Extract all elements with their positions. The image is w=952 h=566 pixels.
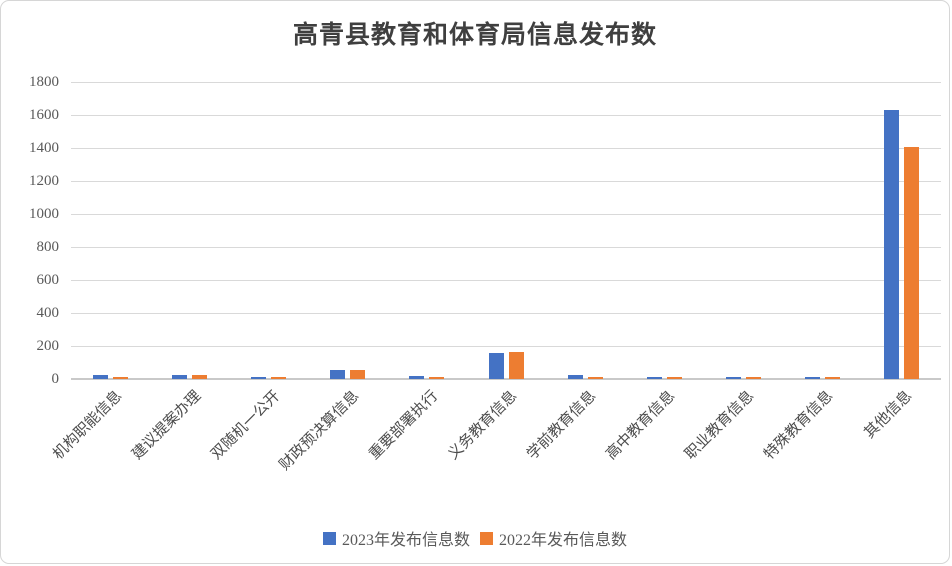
legend-label: 2022年发布信息数 xyxy=(499,532,628,549)
x-axis-category-label: 学前教育信息 xyxy=(524,388,600,463)
bar-2023年发布信息数 xyxy=(93,375,109,379)
y-axis-tick-label: 200 xyxy=(36,338,60,354)
y-axis-tick-label: 800 xyxy=(36,239,60,255)
bar-2023年发布信息数 xyxy=(646,376,662,379)
gridline xyxy=(71,312,941,314)
x-axis-category-label: 重要部署执行 xyxy=(366,388,442,463)
x-axis-category-label: 其他信息 xyxy=(862,388,916,442)
legend-swatch-icon xyxy=(322,531,336,545)
y-axis-tick-label: 400 xyxy=(36,305,60,321)
y-axis-tick-label: 1800 xyxy=(29,74,59,90)
x-axis-category-label: 高中教育信息 xyxy=(603,388,679,463)
legend-swatch-icon xyxy=(480,531,493,545)
gridline xyxy=(71,147,941,149)
bar-2023年发布信息数 xyxy=(725,377,741,379)
legend: 2023年发布信息数 2022年发布信息数 xyxy=(1,526,949,550)
bar-2023年发布信息数 xyxy=(567,375,583,379)
x-axis-category-label: 职业教育信息 xyxy=(682,388,758,463)
y-axis-tick-label: 0 xyxy=(51,371,60,387)
bar-2022年发布信息数 xyxy=(587,377,603,379)
bar-2022年发布信息数 xyxy=(429,376,445,379)
gridline xyxy=(71,345,941,347)
x-axis-category-label: 特殊教育信息 xyxy=(761,388,837,463)
bar-2023年发布信息数 xyxy=(804,377,820,379)
gridline xyxy=(71,213,941,215)
bar-2023年发布信息数 xyxy=(330,369,346,379)
x-axis-category-label: 机构职能信息 xyxy=(49,388,125,463)
legend-item-2022年发布信息数: 2022年发布信息数 xyxy=(480,526,627,550)
x-axis-category-label: 建议提案办理 xyxy=(128,388,204,463)
bar-2023年发布信息数 xyxy=(488,352,504,379)
y-axis-tick-label: 1200 xyxy=(29,173,59,189)
bar-2023年发布信息数 xyxy=(883,110,899,379)
gridline xyxy=(71,81,941,83)
x-axis-line xyxy=(71,378,941,380)
y-axis-tick-label: 600 xyxy=(36,272,60,288)
x-axis-category-label: 财政预决算信息 xyxy=(276,388,363,474)
legend-label: 2023年发布信息数 xyxy=(341,532,470,549)
bar-2022年发布信息数 xyxy=(271,377,287,379)
chart-title: 高青县教育和体育局信息发布数 xyxy=(292,22,657,49)
bar-2022年发布信息数 xyxy=(350,369,366,379)
y-axis-tick-label: 1400 xyxy=(29,140,59,156)
legend-item-2023年发布信息数: 2023年发布信息数 xyxy=(322,526,470,550)
gridline xyxy=(71,279,941,281)
bar-2022年发布信息数 xyxy=(113,377,129,379)
gridline xyxy=(71,114,941,116)
x-axis-category-label: 义务教育信息 xyxy=(445,388,521,463)
y-axis-tick-label: 1000 xyxy=(29,206,59,222)
y-axis-tick-label: 1600 xyxy=(29,107,59,123)
gridline xyxy=(71,246,941,248)
bar-2022年发布信息数 xyxy=(824,377,840,379)
bar-2023年发布信息数 xyxy=(251,376,267,379)
gridline xyxy=(71,180,941,182)
x-axis-category-label: 双随机一公开 xyxy=(208,388,284,463)
bar-2023年发布信息数 xyxy=(409,376,425,379)
bar-2022年发布信息数 xyxy=(745,377,761,379)
bar-2022年发布信息数 xyxy=(666,377,682,379)
bar-2022年发布信息数 xyxy=(508,351,524,379)
bar-2022年发布信息数 xyxy=(192,375,208,379)
bar-2023年发布信息数 xyxy=(172,375,188,379)
bar-2022年发布信息数 xyxy=(903,147,919,379)
